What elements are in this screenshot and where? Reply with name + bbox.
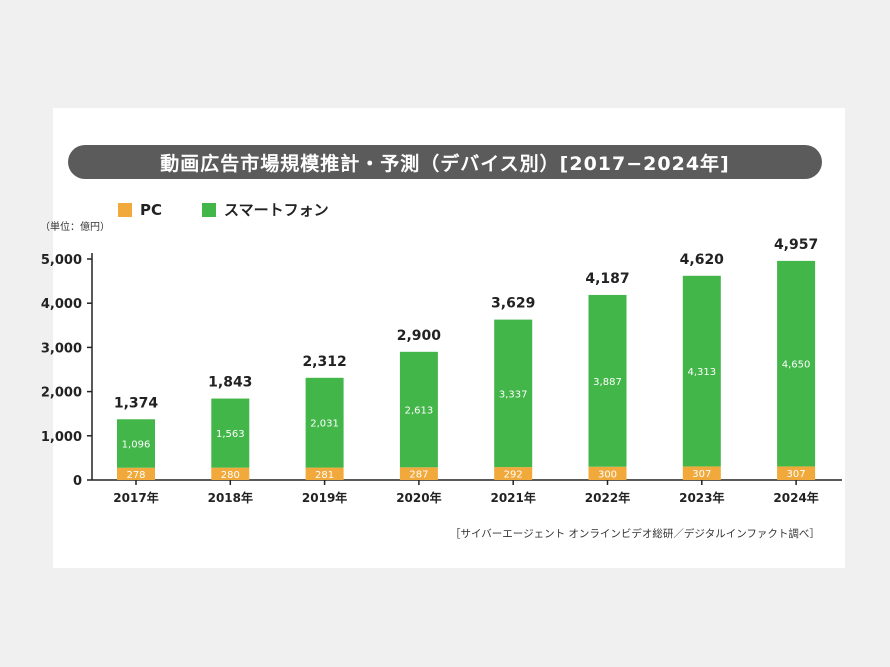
y-tick-label: 5,000 — [41, 253, 82, 268]
bar-segment-smartphone — [494, 319, 533, 468]
total-label: 2,900 — [397, 328, 442, 344]
x-tick-label: 2017年 — [113, 490, 158, 505]
bar-segment-pc — [494, 467, 533, 480]
segment-label-pc: 281 — [315, 470, 334, 481]
bar-segment-pc — [117, 467, 155, 480]
total-label: 3,629 — [491, 296, 535, 312]
legend: PC スマートフォン — [118, 199, 369, 220]
bar-segment-smartphone — [211, 398, 250, 468]
x-tick-label: 2019年 — [302, 490, 347, 505]
bar-segment-smartphone — [588, 294, 627, 467]
segment-label-pc: 307 — [692, 469, 711, 480]
legend-swatch-smartphone — [202, 202, 217, 217]
segment-label-pc: 307 — [787, 469, 806, 480]
segment-label-smartphone: 4,313 — [687, 367, 716, 378]
legend-item-pc: PC — [118, 201, 162, 219]
segment-label-smartphone: 3,337 — [499, 389, 528, 400]
source-note: ［サイバーエージェント オンラインビデオ総研／デジタルインファクト調べ］ — [450, 528, 820, 540]
bar-segment-pc — [211, 467, 250, 480]
y-tick-label: 0 — [73, 474, 82, 489]
legend-swatch-pc — [118, 202, 132, 217]
segment-label-smartphone: 3,887 — [593, 377, 622, 388]
segment-label-smartphone: 1,563 — [216, 429, 245, 440]
total-label: 1,374 — [114, 395, 159, 411]
y-tick-label: 1,000 — [41, 430, 82, 445]
segment-label-smartphone: 4,650 — [782, 360, 811, 371]
x-tick-label: 2024年 — [773, 490, 818, 505]
segment-label-pc: 300 — [598, 469, 617, 480]
x-tick-label: 2018年 — [208, 490, 253, 505]
bar-segment-pc — [305, 467, 344, 480]
total-label: 4,620 — [680, 252, 725, 268]
y-tick-label: 4,000 — [41, 297, 82, 312]
chart-title: 動画広告市場規模推計・予測（デバイス別）[2017−2024年] — [68, 145, 822, 179]
total-label: 4,957 — [774, 237, 818, 253]
bar-segment-pc — [777, 466, 816, 480]
segment-label-smartphone: 2,031 — [310, 419, 339, 430]
x-tick-label: 2021年 — [490, 490, 535, 505]
unit-label: （単位：億円） — [40, 222, 110, 233]
bar-segment-pc — [588, 466, 627, 480]
legend-item-smartphone: スマートフォン — [202, 199, 329, 220]
legend-label-pc: PC — [140, 200, 163, 219]
x-tick-label: 2020年 — [396, 490, 441, 505]
segment-label-smartphone: 2,613 — [405, 406, 434, 417]
bar-segment-smartphone — [777, 260, 816, 467]
bar-segment-smartphone — [682, 275, 721, 467]
legend-label-smartphone: スマートフォン — [224, 201, 329, 219]
total-label: 4,187 — [585, 271, 629, 287]
total-label: 1,843 — [208, 375, 252, 391]
segment-label-pc: 280 — [221, 470, 240, 481]
segment-label-pc: 278 — [126, 470, 145, 481]
y-tick-label: 3,000 — [41, 341, 82, 356]
x-tick-label: 2022年 — [585, 490, 630, 505]
total-label: 2,312 — [302, 354, 346, 370]
bar-segment-smartphone — [305, 377, 344, 468]
bar-segment-pc — [399, 467, 438, 480]
x-tick-label: 2023年 — [679, 490, 724, 505]
bar-segment-pc — [682, 466, 721, 480]
segment-label-pc: 287 — [409, 470, 428, 481]
bar-segment-smartphone — [399, 351, 438, 468]
segment-label-smartphone: 1,096 — [122, 439, 151, 450]
y-tick-label: 2,000 — [41, 386, 82, 401]
segment-label-pc: 292 — [504, 470, 523, 481]
bar-segment-smartphone — [117, 419, 155, 468]
